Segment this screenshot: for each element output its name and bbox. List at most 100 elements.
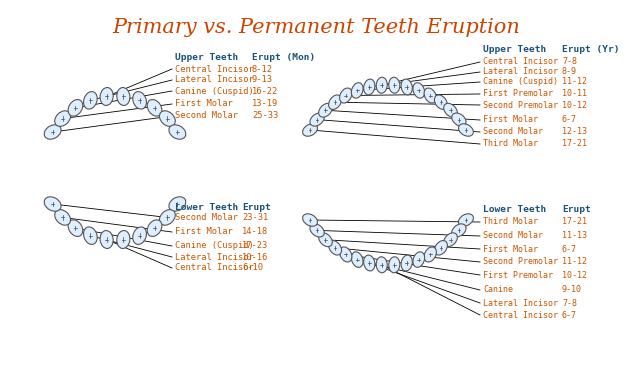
- Text: Canine (Cuspid): Canine (Cuspid): [175, 87, 254, 96]
- Text: Lateral Incisor: Lateral Incisor: [483, 298, 558, 308]
- Text: 6-7: 6-7: [562, 115, 577, 125]
- Ellipse shape: [169, 197, 186, 211]
- Text: Second Molar: Second Molar: [175, 214, 238, 223]
- Text: Lateral Incisor: Lateral Incisor: [483, 67, 558, 77]
- Text: 12-13: 12-13: [562, 127, 587, 137]
- Ellipse shape: [401, 79, 412, 95]
- Ellipse shape: [434, 95, 447, 110]
- Ellipse shape: [319, 233, 332, 247]
- Ellipse shape: [100, 87, 113, 106]
- Ellipse shape: [329, 95, 341, 110]
- Text: 8-12: 8-12: [252, 65, 273, 74]
- Text: Primary vs. Permanent Teeth Eruption: Primary vs. Permanent Teeth Eruption: [112, 18, 520, 37]
- Text: Second Molar: Second Molar: [483, 127, 543, 137]
- Ellipse shape: [303, 214, 317, 226]
- Text: Central Incisor: Central Incisor: [483, 58, 558, 67]
- Text: 6-7: 6-7: [562, 245, 577, 253]
- Ellipse shape: [452, 224, 466, 237]
- Text: Erupt (Mon): Erupt (Mon): [252, 53, 315, 62]
- Ellipse shape: [376, 77, 387, 93]
- Ellipse shape: [452, 113, 466, 126]
- Ellipse shape: [339, 247, 352, 262]
- Text: 10-16: 10-16: [242, 252, 268, 262]
- Ellipse shape: [363, 79, 375, 95]
- Text: Lower Teeth: Lower Teeth: [483, 205, 546, 214]
- Text: 10-12: 10-12: [562, 101, 587, 110]
- Ellipse shape: [147, 99, 162, 116]
- Text: 7-8: 7-8: [562, 298, 577, 308]
- Text: 14-18: 14-18: [242, 228, 268, 236]
- Text: First Premolar: First Premolar: [483, 89, 553, 99]
- Text: First Molar: First Molar: [483, 245, 538, 253]
- Ellipse shape: [100, 231, 113, 248]
- Ellipse shape: [159, 210, 175, 225]
- Text: 13-19: 13-19: [252, 99, 278, 108]
- Text: Lateral Incisor: Lateral Incisor: [175, 252, 254, 262]
- Ellipse shape: [444, 233, 458, 247]
- Ellipse shape: [424, 88, 436, 103]
- Text: Erupt (Yr): Erupt (Yr): [562, 46, 619, 55]
- Text: 6-10: 6-10: [242, 264, 263, 272]
- Ellipse shape: [133, 92, 147, 109]
- Text: Lateral Incisor: Lateral Incisor: [175, 75, 254, 84]
- Text: First Premolar: First Premolar: [483, 271, 553, 279]
- Text: Second Molar: Second Molar: [175, 111, 238, 120]
- Ellipse shape: [159, 111, 175, 127]
- Ellipse shape: [44, 125, 61, 139]
- Text: 11-13: 11-13: [562, 231, 587, 240]
- Text: Third Molar: Third Molar: [483, 217, 538, 226]
- Text: 16-22: 16-22: [252, 87, 278, 96]
- Ellipse shape: [68, 99, 83, 116]
- Ellipse shape: [319, 103, 332, 117]
- Text: 8-9: 8-9: [562, 67, 577, 77]
- Ellipse shape: [458, 124, 473, 136]
- Ellipse shape: [434, 241, 447, 255]
- Ellipse shape: [339, 88, 352, 103]
- Ellipse shape: [351, 252, 363, 267]
- Text: Canine: Canine: [483, 286, 513, 295]
- Ellipse shape: [117, 231, 130, 248]
- Ellipse shape: [329, 241, 341, 255]
- Ellipse shape: [351, 83, 363, 98]
- Ellipse shape: [133, 227, 147, 245]
- Ellipse shape: [363, 255, 375, 271]
- Text: 17-21: 17-21: [562, 139, 587, 149]
- Ellipse shape: [376, 257, 387, 273]
- Text: Canine (Cuspid): Canine (Cuspid): [175, 241, 254, 250]
- Text: Second Premolar: Second Premolar: [483, 257, 558, 267]
- Text: Central Incisor: Central Incisor: [175, 65, 254, 74]
- Text: Second Molar: Second Molar: [483, 231, 543, 240]
- Text: 9-13: 9-13: [252, 75, 273, 84]
- Ellipse shape: [389, 257, 400, 273]
- Ellipse shape: [413, 252, 425, 267]
- Text: 17-23: 17-23: [242, 241, 268, 250]
- Ellipse shape: [55, 111, 71, 127]
- Ellipse shape: [389, 77, 400, 93]
- Text: 10-11: 10-11: [562, 89, 587, 99]
- Text: First Molar: First Molar: [175, 99, 233, 108]
- Text: 11-12: 11-12: [562, 257, 587, 267]
- Text: Erupt: Erupt: [242, 202, 270, 212]
- Ellipse shape: [401, 255, 412, 271]
- Text: Canine (Cuspid): Canine (Cuspid): [483, 77, 558, 87]
- Ellipse shape: [413, 83, 425, 98]
- Ellipse shape: [310, 224, 324, 237]
- Ellipse shape: [169, 125, 186, 139]
- Text: 25-33: 25-33: [252, 111, 278, 120]
- Ellipse shape: [458, 214, 473, 226]
- Ellipse shape: [303, 124, 317, 136]
- Text: Upper Teeth: Upper Teeth: [483, 46, 546, 55]
- Text: 10-12: 10-12: [562, 271, 587, 279]
- Text: 7-8: 7-8: [562, 58, 577, 67]
- Text: 11-12: 11-12: [562, 77, 587, 87]
- Text: Lower Teeth: Lower Teeth: [175, 202, 238, 212]
- Text: 17-21: 17-21: [562, 217, 587, 226]
- Text: Third Molar: Third Molar: [483, 139, 538, 149]
- Text: Upper Teeth: Upper Teeth: [175, 53, 238, 62]
- Text: Erupt: Erupt: [562, 205, 591, 214]
- Text: First Molar: First Molar: [483, 115, 538, 125]
- Ellipse shape: [83, 227, 97, 245]
- Text: Second Premolar: Second Premolar: [483, 101, 558, 110]
- Text: 9-10: 9-10: [562, 286, 582, 295]
- Ellipse shape: [68, 220, 83, 236]
